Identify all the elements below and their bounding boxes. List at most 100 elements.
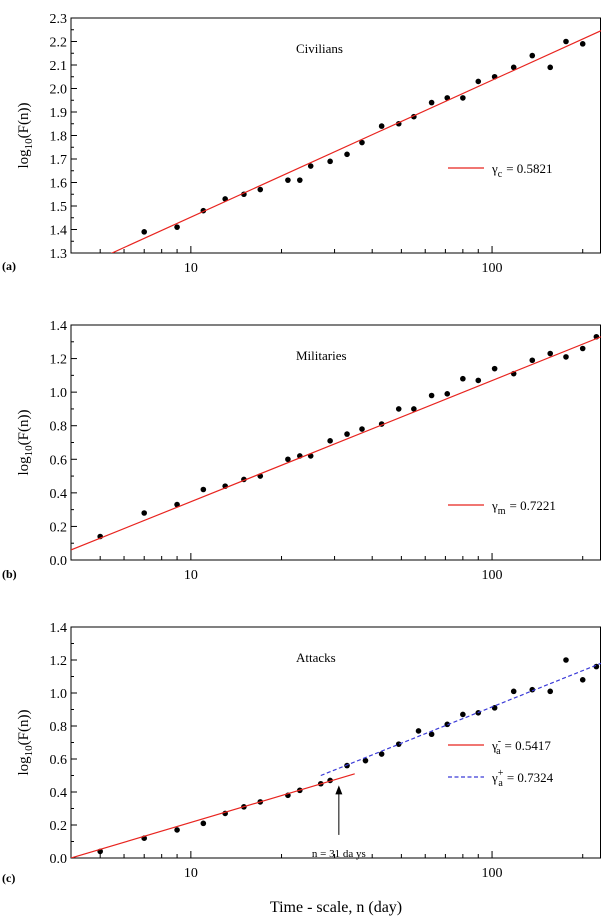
data-point: [563, 657, 569, 663]
y-tick-label: 0.4: [50, 786, 68, 801]
y-tick-label: 0.6: [50, 753, 68, 768]
fit-line-solid: [71, 336, 601, 551]
data-point: [563, 354, 569, 360]
data-point: [444, 391, 451, 397]
data-point: [444, 95, 451, 101]
y-tick-label: 0.8: [50, 720, 68, 735]
data-point: [475, 78, 482, 85]
y-tick-label: 1.2: [50, 654, 68, 669]
y-axis-label: log10(F(n)): [16, 103, 35, 169]
data-point: [297, 177, 303, 183]
data-point: [460, 375, 466, 382]
y-tick-label: 0.6: [50, 453, 68, 468]
fit-line-dashed: [320, 662, 601, 777]
data-point: [378, 123, 385, 129]
y-tick-label: 1.5: [50, 200, 68, 215]
y-tick-label: 1.4: [50, 224, 68, 239]
data-point: [428, 392, 435, 399]
legend-entry: γc = 0.5821: [491, 161, 553, 180]
data-point: [510, 64, 517, 71]
panel-2: 0.0 0.2 0.4 0.6 0.8 1.0 1.2 1.4 10 100 log10(F(n))…: [2, 319, 601, 583]
data-point: [547, 64, 554, 71]
data-point: [200, 820, 207, 827]
legend-entry: γ-a = 0.5417: [491, 736, 551, 757]
panel-letter: (b): [2, 567, 17, 581]
data-point: [344, 151, 350, 158]
panel-title: Attacks: [296, 650, 336, 665]
data-point: [307, 163, 314, 169]
y-tick-label: 0.2: [50, 819, 68, 834]
y-tick-label: 0.0: [50, 852, 68, 867]
x-tick-label: 10: [184, 261, 198, 276]
data-point: [547, 350, 554, 357]
data-point: [344, 431, 350, 437]
data-point: [362, 757, 369, 764]
data-point: [460, 711, 466, 718]
data-point: [529, 357, 536, 364]
y-tick-label: 0.2: [50, 520, 68, 535]
y-tick-label: 1.8: [50, 130, 68, 145]
data-point: [428, 731, 435, 738]
y-axis-label: log10(F(n)): [16, 710, 35, 776]
data-point: [579, 677, 586, 683]
data-point: [378, 751, 385, 757]
data-point: [579, 345, 586, 352]
data-point: [200, 486, 207, 493]
y-tick-label: 0.4: [50, 487, 68, 502]
y-tick-label: 1.3: [50, 247, 68, 262]
data-point: [460, 95, 466, 101]
annotation-label: n = 31 da ys: [312, 848, 366, 860]
data-point: [174, 501, 180, 508]
data-point: [285, 456, 291, 463]
data-point: [475, 377, 482, 384]
data-point: [579, 41, 586, 47]
x-tick-label: 100: [482, 866, 503, 881]
y-tick-label: 1.7: [50, 153, 68, 168]
data-point: [428, 99, 435, 106]
y-tick-label: 0.8: [50, 420, 68, 435]
data-point: [547, 688, 554, 695]
data-point: [257, 186, 264, 193]
y-tick-label: 1.4: [50, 319, 68, 334]
data-point: [174, 827, 180, 833]
data-point: [359, 426, 365, 432]
panel-1: 1.3 1.4 1.5 1.6 1.7 1.8 1.9 2.0 2.1 2.2 2.3 10 100 lo…: [2, 12, 601, 276]
y-tick-label: 0.0: [50, 554, 68, 569]
y-tick-label: 2.3: [50, 12, 68, 27]
legend-entry: γ+ a = 0.7324: [491, 768, 554, 789]
fit-line-solid: [71, 773, 355, 858]
data-point: [285, 177, 291, 183]
y-tick-label: 2.2: [50, 36, 68, 51]
panel-title: Militaries: [296, 348, 347, 363]
data-point: [491, 705, 498, 711]
data-point: [510, 688, 517, 695]
data-point: [593, 663, 600, 670]
y-tick-label: 1.0: [50, 386, 68, 401]
legend-entry: γm = 0.7221: [491, 498, 556, 517]
data-point: [491, 365, 498, 372]
data-point: [141, 510, 148, 516]
data-point: [395, 741, 402, 747]
x-tick-label: 100: [482, 568, 503, 583]
y-tick-label: 1.6: [50, 177, 68, 192]
y-tick-label: 1.2: [50, 353, 68, 368]
x-axis-label: Time - scale, n (day): [270, 899, 402, 916]
panel-title: Civilians: [296, 41, 343, 56]
y-tick-label: 1.9: [50, 106, 68, 121]
x-tick-label: 10: [184, 866, 198, 881]
data-point: [529, 52, 536, 59]
y-axis-label: log10(F(n)): [16, 410, 35, 476]
data-point: [359, 139, 365, 146]
data-point: [444, 721, 451, 728]
panel-letter: (c): [2, 871, 15, 885]
data-point: [141, 229, 148, 235]
data-point: [327, 438, 333, 444]
x-tick-label: 10: [184, 568, 198, 583]
data-point: [174, 224, 180, 230]
panel-letter: (a): [2, 259, 16, 273]
y-tick-label: 1.0: [50, 687, 68, 702]
y-tick-label: 2.1: [50, 59, 68, 74]
y-tick-label: 2.0: [50, 83, 68, 98]
fit-line-solid: [110, 30, 601, 253]
